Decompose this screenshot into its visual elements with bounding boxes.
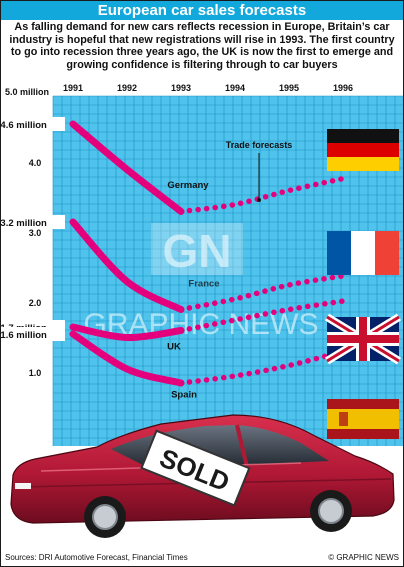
source-note: Sources: DRI Automotive Forecast, Financ…: [5, 553, 188, 562]
rear-wheel-rim: [318, 498, 344, 524]
y-tick-label: 2.0: [29, 298, 42, 308]
series-name-france: France: [188, 278, 219, 289]
watermark-logo-box: [151, 223, 243, 275]
watermark: GN GRAPHIC NEWS: [83, 223, 319, 341]
start-label-bg-germany: [1, 117, 65, 131]
spain-flag: [327, 399, 399, 439]
x-tick-label: 1995: [279, 83, 299, 93]
y-tick-label: 4.0: [29, 158, 42, 168]
france-flag: [327, 231, 399, 275]
y-tick-label: 3.0: [29, 228, 42, 238]
series-line-germany: [69, 120, 185, 215]
series-forecast-germany: [178, 175, 346, 215]
series-name-spain: Spain: [171, 390, 197, 401]
x-tick-label: 1992: [117, 83, 137, 93]
series-name-uk: UK: [167, 341, 181, 352]
y-tick-label: 5.0 million: [5, 87, 49, 97]
spain-coat-of-arms-icon: [339, 412, 348, 426]
series-forecast-spain: [178, 348, 346, 386]
headlight: [15, 483, 31, 489]
series-forecast-france: [178, 273, 346, 313]
trade-forecasts-label: Trade forecasts: [226, 140, 293, 150]
y-tick-label: 1.0: [29, 368, 42, 378]
series-line-spain: [69, 330, 185, 387]
x-tick-label: 1993: [171, 83, 191, 93]
start-label-bg-france: [1, 215, 65, 229]
y-axis: 5.0 million 4.0 3.0 2.0 1.0: [5, 87, 49, 378]
start-label-bg-spain: [1, 327, 65, 341]
chart-title: European car sales forecasts: [1, 1, 403, 20]
car-illustration: SOLD: [10, 414, 395, 538]
start-label-germany: 4.6 million: [1, 120, 47, 131]
trade-forecasts-pointer: [257, 198, 261, 202]
intro-text: As falling demand for new cars reflects …: [9, 21, 395, 71]
uk-flag: [324, 313, 402, 365]
series-line-france: [69, 218, 185, 313]
x-axis: 1991 1992 1993 1994 1995 1996: [63, 83, 353, 93]
start-label-spain: 1.6 million: [1, 330, 47, 341]
trade-forecasts-annotation: Trade forecasts: [226, 140, 293, 202]
x-tick-label: 1996: [333, 83, 353, 93]
germany-flag: [327, 129, 399, 171]
credit-note: © GRAPHIC NEWS: [328, 553, 399, 562]
series-name-germany: Germany: [167, 180, 209, 191]
front-wheel-rim: [92, 504, 118, 530]
watermark-logo: GN: [163, 225, 232, 277]
series-forecast-uk: [178, 298, 346, 334]
start-label-france: 3.2 million: [1, 218, 47, 229]
car-window-pillar: [235, 424, 249, 468]
grid-lines: [52, 95, 403, 446]
series-line-uk: [69, 323, 185, 342]
flags: [324, 129, 402, 439]
x-tick-label: 1994: [225, 83, 245, 93]
series-lines: [69, 120, 346, 387]
x-tick-label: 1991: [63, 83, 83, 93]
